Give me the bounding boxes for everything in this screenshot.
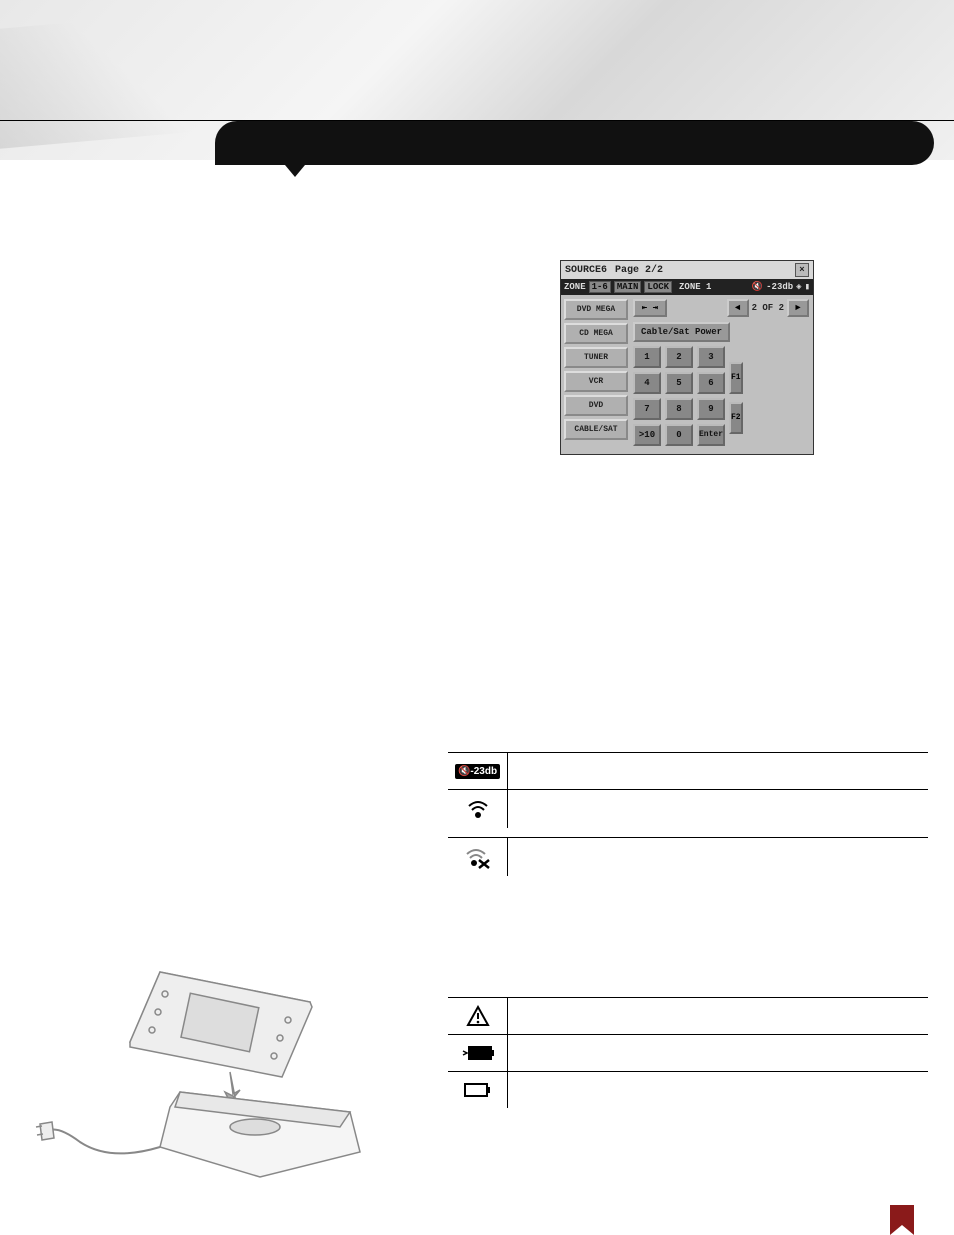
keypad-2[interactable]: 2 — [665, 346, 693, 368]
icon-description — [508, 998, 928, 1014]
status-pill[interactable]: 1-6 — [589, 281, 611, 293]
keypad-0[interactable]: 0 — [665, 424, 693, 446]
keypad-9[interactable]: 9 — [697, 398, 725, 420]
status-zone-label: ZONE — [564, 282, 586, 292]
wifi-connected-icon — [448, 790, 508, 828]
source-button[interactable]: TUNER — [564, 347, 628, 368]
icon-description — [508, 790, 928, 806]
power-button[interactable]: Cable/Sat Power — [633, 322, 730, 342]
battery-icon: ▮ — [805, 282, 810, 292]
page-bookmark-icon — [890, 1205, 914, 1235]
keypad-5[interactable]: 5 — [665, 372, 693, 394]
volume-badge-icon: 🔇-23db — [448, 753, 508, 789]
nav-page-text: 2 OF 2 — [752, 303, 784, 313]
battery-charging-icon — [448, 1035, 508, 1071]
wifi-disconnected-icon — [448, 838, 508, 876]
keypad-1[interactable]: 1 — [633, 346, 661, 368]
status-volume: -23db — [766, 282, 793, 292]
nav-expand-button[interactable]: ⇤ ⇥ — [633, 299, 667, 317]
keypad-4[interactable]: 4 — [633, 372, 661, 394]
close-icon[interactable]: × — [795, 263, 809, 277]
nav-prev-button[interactable]: ◄ — [727, 299, 749, 317]
keypad-f2[interactable]: F2 — [729, 402, 743, 434]
status-zone-value: ZONE 1 — [679, 282, 711, 292]
keypad-8[interactable]: 8 — [665, 398, 693, 420]
source-button[interactable]: CD MEGA — [564, 323, 628, 344]
icon-description — [508, 1035, 928, 1051]
keypad-7[interactable]: 7 — [633, 398, 661, 420]
device-charging-illustration — [30, 952, 400, 1182]
status-pill[interactable]: MAIN — [614, 281, 642, 293]
keypad-gt10[interactable]: >10 — [633, 424, 661, 446]
page-nav-row: ⇤ ⇥ ◄ 2 OF 2 ► — [633, 299, 809, 317]
panel-titlebar: SOURCE6 Page 2/2 × — [561, 261, 813, 279]
panel-title-page: Page 2/2 — [615, 265, 663, 276]
speaker-icon: 🔇 — [752, 282, 763, 292]
battery-low-icon — [448, 1072, 508, 1108]
source-button[interactable]: VCR — [564, 371, 628, 392]
remote-panel: SOURCE6 Page 2/2 × ZONE 1-6 MAIN LOCK ZO… — [560, 260, 814, 455]
nav-next-button[interactable]: ► — [787, 299, 809, 317]
icon-description — [508, 1072, 928, 1088]
icon-description — [508, 838, 928, 854]
icon-reference-table: 🔇-23db — [448, 752, 928, 1118]
status-pill[interactable]: LOCK — [644, 281, 672, 293]
source-column: DVD MEGA CD MEGA TUNER VCR DVD CABLE/SAT — [561, 295, 631, 454]
keypad-enter[interactable]: Enter — [697, 424, 725, 446]
keypad-f1[interactable]: F1 — [729, 362, 743, 394]
keypad-6[interactable]: 6 — [697, 372, 725, 394]
panel-title-source: SOURCE6 — [565, 265, 607, 276]
keypad-3[interactable]: 3 — [697, 346, 725, 368]
icon-description — [508, 753, 928, 769]
section-title-bar — [215, 121, 934, 165]
wifi-icon: ◈ — [796, 282, 801, 292]
warning-icon — [448, 998, 508, 1034]
source-button[interactable]: DVD — [564, 395, 628, 416]
source-button[interactable]: CABLE/SAT — [564, 419, 628, 440]
source-button[interactable]: DVD MEGA — [564, 299, 628, 320]
panel-statusbar: ZONE 1-6 MAIN LOCK ZONE 1 🔇 -23db ◈ ▮ — [561, 279, 813, 295]
